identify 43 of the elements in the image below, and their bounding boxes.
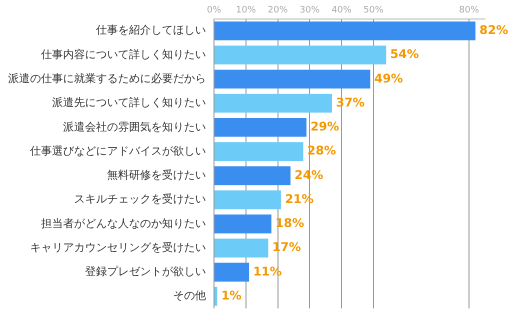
data-label: 29% [310,120,340,134]
x-tick-label: 40% [332,6,352,16]
bar [214,142,304,161]
x-tick-label: 0% [206,6,222,16]
data-label: 17% [272,240,301,254]
data-label: 82% [479,22,508,37]
bar [214,94,332,113]
y-tick-label: 仕事選びなどにアドバイスが欲しい [30,144,206,158]
data-label: 54% [390,47,419,62]
bar [214,262,250,282]
bar [214,46,386,64]
y-tick-label: 無料研修を受けたい [107,168,206,182]
y-tick-label: 担当者がどんな人なのか知りたい [41,216,206,230]
bar [214,118,306,137]
y-tick-label: 派遣先について詳しく知りたい [52,96,206,110]
bar [214,214,272,234]
y-tick-label: キャリアカウンセリングを受けたい [30,240,206,254]
data-label: 24% [294,168,324,182]
data-label: 11% [253,264,282,278]
bar [214,166,291,186]
data-label: 49% [374,71,403,86]
bar [214,238,268,258]
bar [214,70,370,89]
x-tick-label: 80% [459,6,480,16]
bar [214,190,281,210]
y-tick-label: 仕事内容について詳しく知りたい [41,48,206,61]
y-tick-label: スキルチェックを受けたい [74,192,206,206]
data-label: 1% [221,288,242,302]
y-tick-label: その他 [173,289,206,302]
bar [214,21,476,40]
data-label: 18% [275,216,304,230]
y-tick-label: 登録プレゼントが欲しい [85,265,206,278]
data-label: 21% [284,192,314,206]
x-tick-label: 20% [268,6,288,16]
bar [214,286,218,306]
x-tick-label: 10% [236,6,256,16]
x-tick-label: 50% [363,6,384,16]
y-tick-label: 派遣会社の雰囲気を知りたい [63,120,206,134]
data-label: 37% [336,95,365,110]
x-tick-label: 30% [300,6,320,16]
y-tick-label: 派遣の仕事に就業するために必要だから [8,72,206,85]
data-label: 28% [307,144,336,158]
y-tick-label: 仕事を紹介してほしい [96,24,206,37]
